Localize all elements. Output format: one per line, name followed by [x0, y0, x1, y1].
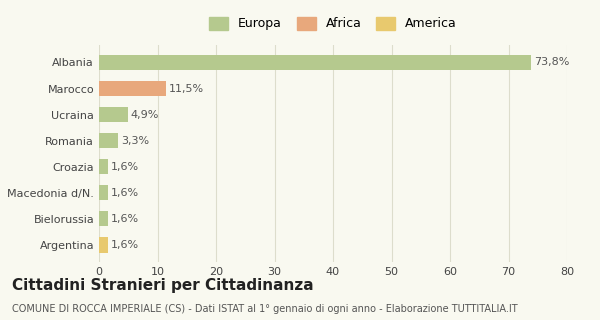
- Bar: [99, 107, 128, 122]
- Text: COMUNE DI ROCCA IMPERIALE (CS) - Dati ISTAT al 1° gennaio di ogni anno - Elabora: COMUNE DI ROCCA IMPERIALE (CS) - Dati IS…: [12, 304, 518, 314]
- Text: 3,3%: 3,3%: [121, 136, 149, 146]
- Text: 1,6%: 1,6%: [111, 162, 139, 172]
- Text: 11,5%: 11,5%: [169, 84, 205, 93]
- Bar: [99, 185, 109, 200]
- Text: 1,6%: 1,6%: [111, 214, 139, 224]
- Text: 73,8%: 73,8%: [533, 58, 569, 68]
- Text: 1,6%: 1,6%: [111, 188, 139, 198]
- Text: 4,9%: 4,9%: [131, 109, 159, 120]
- Bar: [99, 133, 118, 148]
- Bar: [99, 159, 109, 174]
- Text: 1,6%: 1,6%: [111, 240, 139, 250]
- Text: Cittadini Stranieri per Cittadinanza: Cittadini Stranieri per Cittadinanza: [12, 278, 314, 293]
- Bar: [99, 211, 109, 227]
- Legend: Europa, Africa, America: Europa, Africa, America: [205, 13, 461, 34]
- Bar: [99, 81, 166, 96]
- Bar: [99, 55, 531, 70]
- Bar: [99, 237, 109, 252]
